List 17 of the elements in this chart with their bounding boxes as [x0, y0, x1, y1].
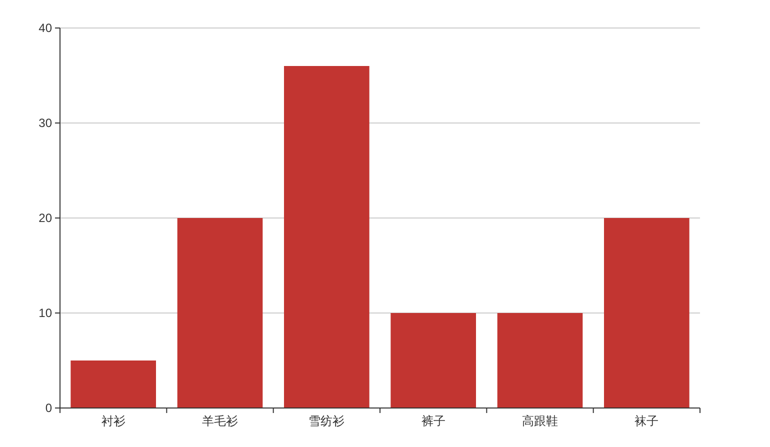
bar — [604, 218, 690, 408]
x-tick-label: 羊毛衫 — [202, 414, 238, 428]
x-tick-label: 衬衫 — [101, 414, 126, 428]
x-tick-label: 高跟鞋 — [522, 414, 558, 428]
bar — [284, 66, 370, 408]
x-tick-label: 雪纺衫 — [308, 414, 345, 428]
bar — [390, 313, 476, 408]
y-tick-label: 40 — [38, 21, 52, 35]
bar — [177, 218, 263, 408]
x-tick-label: 袜子 — [634, 414, 659, 428]
bar — [497, 313, 583, 408]
y-tick-label: 30 — [38, 116, 52, 130]
y-tick-label: 10 — [38, 306, 52, 320]
bar — [70, 360, 156, 408]
y-tick-label: 0 — [45, 401, 52, 415]
x-tick-label: 裤子 — [421, 414, 446, 428]
y-tick-label: 20 — [38, 211, 52, 225]
